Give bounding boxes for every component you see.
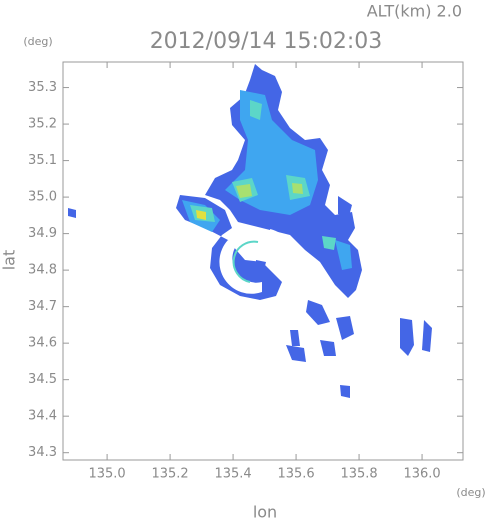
y-unit: (deg) [23,35,52,48]
x-axis-label: lon [253,503,277,521]
x-unit: (deg) [456,486,485,499]
plot-frame [62,61,464,461]
radar-echo [68,64,432,398]
y-tick-label: 34.4 [28,409,57,424]
y-tick-label: 35.0 [28,190,57,205]
x-tick-label: 135.4 [214,467,251,482]
chart-title: 2012/09/14 15:02:03 [150,29,383,54]
y-tick-label: 34.5 [28,372,57,387]
x-tick-label: 135.6 [277,467,314,482]
y-axis-label: lat [0,250,19,271]
y-tick-label: 35.2 [28,117,57,132]
x-tick-label: 136.0 [403,467,440,482]
y-tick-label: 35.1 [28,153,57,168]
y-tick-label: 34.9 [28,226,57,241]
x-tick-label: 135.2 [151,467,188,482]
y-tick-label: 34.6 [28,336,57,351]
x-tick-label: 135.0 [88,467,125,482]
y-tick-label: 35.3 [28,80,57,95]
x-tick-label: 135.8 [340,467,377,482]
y-tick-label: 34.7 [28,299,57,314]
y-tick-label: 34.3 [28,445,57,460]
altitude-label: ALT(km) 2.0 [367,2,462,21]
y-tick-label: 34.8 [28,263,57,278]
